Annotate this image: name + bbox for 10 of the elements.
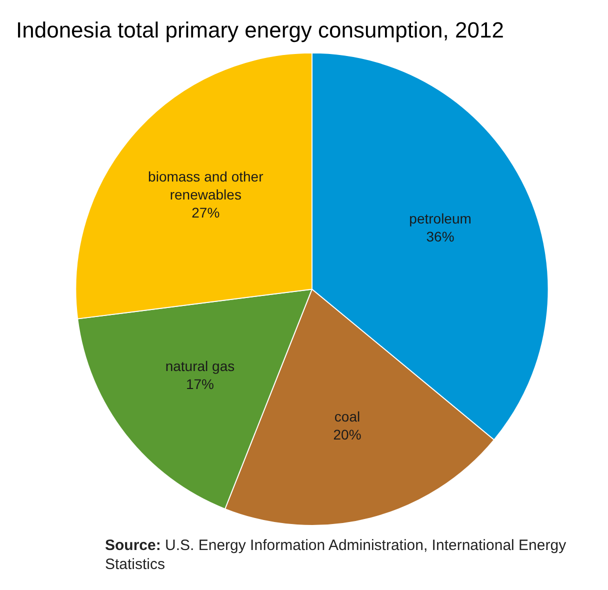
data-label: 36% (426, 228, 454, 245)
slice-label: biomass and other renewables (148, 168, 264, 202)
source-note: Source: U.S. Energy Information Administration, International Energy Statistics (104, 536, 568, 574)
slice-label: petroleum (409, 210, 472, 227)
data-label: 20% (333, 426, 362, 442)
slice-label: coal (334, 408, 360, 424)
data-label: 17% (186, 376, 214, 392)
data-label: 27% (192, 204, 220, 220)
chart-title: Indonesia total primary energy consumption, 2012 (16, 17, 504, 42)
slice-label: natural gas (165, 358, 235, 374)
